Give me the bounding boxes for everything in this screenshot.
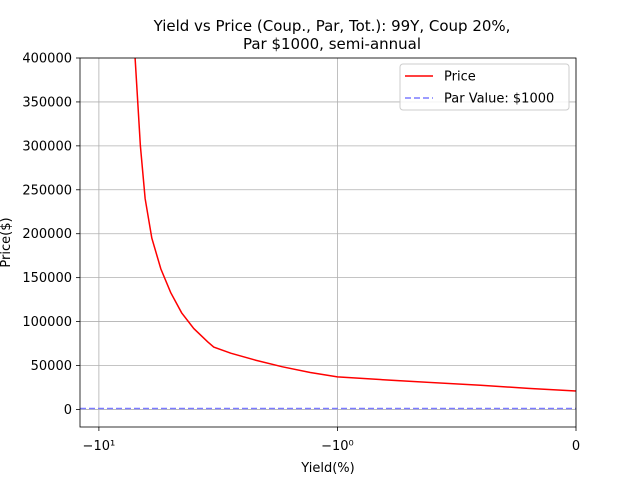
- y-axis-label: Price($): [0, 217, 14, 267]
- series-line-0: [134, 58, 576, 392]
- y-tick-label: 300000: [22, 139, 72, 154]
- y-tick-label: 200000: [22, 227, 72, 242]
- legend-label: Price: [444, 70, 476, 85]
- legend: Price Par Value: $1000: [399, 63, 570, 111]
- y-tick-label: 400000: [22, 52, 72, 67]
- y-tick-label: 0: [64, 403, 72, 418]
- legend-box: [399, 63, 570, 111]
- chart-title-line1: Yield vs Price (Coup., Par, Tot.): 99Y, …: [153, 17, 511, 35]
- x-tick-label: 0: [572, 439, 580, 454]
- axes-frame: [79, 57, 577, 428]
- chart-title-line2: Par $1000, semi-annual: [242, 35, 422, 53]
- x-tick-label: −10¹: [83, 439, 116, 454]
- y-tick-label: 350000: [22, 95, 72, 110]
- x-axis-label: Yield(%): [300, 461, 354, 476]
- y-tick-label: 150000: [22, 271, 72, 286]
- y-tick-label: 100000: [22, 315, 72, 330]
- y-tick-label: 250000: [22, 183, 72, 198]
- x-tick-label: −10⁰: [321, 439, 354, 454]
- legend-label: Par Value: $1000: [444, 92, 554, 107]
- y-tick-label: 50000: [31, 359, 72, 374]
